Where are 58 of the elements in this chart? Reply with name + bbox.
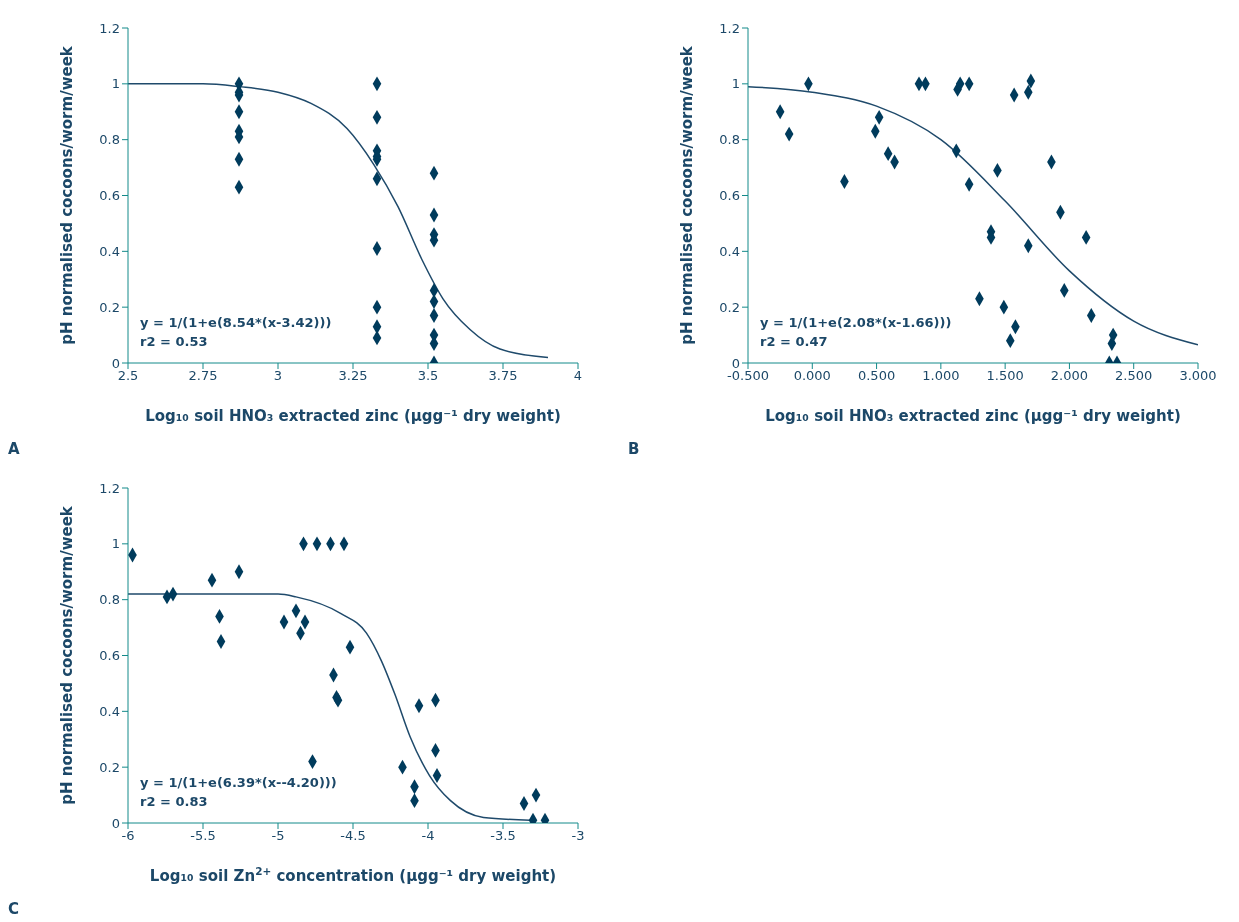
y-tick-label: 0.8 bbox=[99, 592, 120, 608]
y-tick-label: 0.4 bbox=[99, 703, 120, 719]
y-tick-label: 0.8 bbox=[719, 132, 740, 148]
y-tick-label: 0.4 bbox=[99, 243, 120, 259]
x-tick-label: 2.75 bbox=[188, 368, 218, 384]
x-tick-label: 3.000 bbox=[1179, 368, 1217, 384]
x-tick-label: 3.25 bbox=[338, 368, 368, 384]
x-tick-label: -3.5 bbox=[490, 828, 516, 844]
text: C bbox=[8, 900, 20, 918]
annotation: y = 1/(1+e(6.39*(x--4.20))) bbox=[140, 774, 337, 792]
x-tick-label: 2.5 bbox=[117, 368, 139, 384]
x-tick-label: -0.500 bbox=[727, 368, 769, 384]
y-tick-label: 0.6 bbox=[99, 648, 120, 664]
y-axis-title: pH normalised cocoons/worm/week bbox=[58, 45, 76, 345]
x-tick-label: 3.75 bbox=[488, 368, 518, 384]
y-tick-label: 1.2 bbox=[719, 20, 740, 36]
x-tick-label: -4 bbox=[421, 828, 435, 844]
y-tick-label: 0 bbox=[111, 815, 120, 831]
annotation: r2 = 0.53 bbox=[140, 333, 209, 351]
y-tick-label: 1 bbox=[111, 76, 120, 92]
x-axis-title: Log₁₀ soil HNO₃ extracted zinc (μgg⁻¹ dry weight) bbox=[765, 407, 1181, 425]
annotation: y = 1/(1+e(2.08*(x-1.66))) bbox=[760, 314, 952, 332]
x-tick-label: -4.5 bbox=[340, 828, 366, 844]
y-tick-label: 1.2 bbox=[99, 480, 120, 496]
y-axis-title: pH normalised cocoons/worm/week bbox=[58, 505, 76, 805]
text: B bbox=[628, 440, 640, 458]
x-tick-label: 2.500 bbox=[1115, 368, 1153, 384]
x-tick-label: 4 bbox=[573, 368, 583, 384]
y-tick-label: 0.8 bbox=[99, 132, 120, 148]
y-tick-label: 1 bbox=[111, 536, 120, 552]
y-tick-label: 1.2 bbox=[99, 20, 120, 36]
y-tick-label: 0.6 bbox=[719, 188, 740, 204]
text: A bbox=[8, 440, 20, 458]
x-tick-label: 0.000 bbox=[793, 368, 831, 384]
x-tick-label: 2.000 bbox=[1050, 368, 1089, 384]
x-tick-label: 1.500 bbox=[986, 368, 1024, 384]
y-tick-label: 0.2 bbox=[719, 299, 740, 315]
x-tick-label: -5 bbox=[271, 828, 285, 844]
y-tick-label: 0.4 bbox=[719, 243, 740, 259]
x-tick-label: 0.500 bbox=[857, 368, 896, 384]
y-tick-label: 0.2 bbox=[99, 759, 120, 775]
y-tick-label: 0 bbox=[111, 355, 120, 371]
x-tick-label: 3 bbox=[273, 368, 283, 384]
x-tick-label: -6 bbox=[121, 828, 135, 844]
annotation: r2 = 0.47 bbox=[760, 333, 829, 351]
x-axis-title: Log₁₀ soil HNO₃ extracted zinc (μgg⁻¹ dry weight) bbox=[145, 407, 561, 425]
y-tick-label: 1 bbox=[731, 76, 740, 92]
x-tick-label: -3 bbox=[571, 828, 585, 844]
x-tick-label: -5.5 bbox=[190, 828, 216, 844]
x-tick-label: 3.5 bbox=[417, 368, 439, 384]
y-axis-title: pH normalised cocoons/worm/week bbox=[678, 45, 696, 345]
y-tick-label: 0.6 bbox=[99, 188, 120, 204]
y-tick-label: 0 bbox=[731, 355, 740, 371]
annotation: r2 = 0.83 bbox=[140, 793, 209, 811]
y-tick-label: 0.2 bbox=[99, 299, 120, 315]
annotation: y = 1/(1+e(8.54*(x-3.42))) bbox=[140, 314, 332, 332]
x-tick-label: 1.000 bbox=[922, 368, 960, 384]
x-axis-title: Log₁₀ soil Zn$^{2+}$ concentration (μgg⁻¹ dry weight) bbox=[149, 865, 557, 885]
